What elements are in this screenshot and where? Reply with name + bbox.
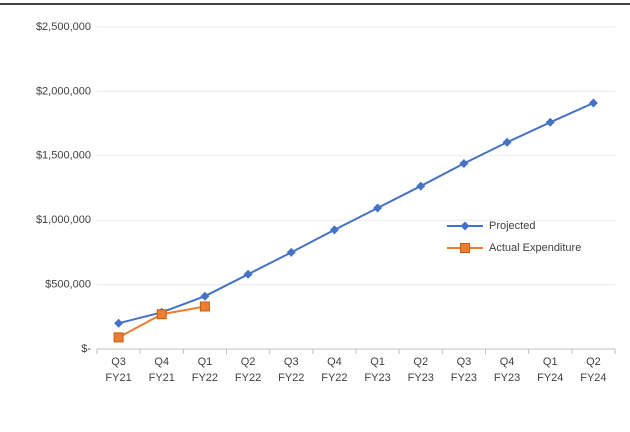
data-point <box>243 269 253 279</box>
legend-label: Projected <box>489 220 535 232</box>
data-point <box>286 247 296 257</box>
series-line <box>118 102 594 325</box>
x-tick-label: Q3 FY21 <box>105 356 132 384</box>
legend-label: Actual Expenditure <box>489 242 581 254</box>
x-tick-label: Q2 FY23 <box>407 356 434 384</box>
data-point <box>199 301 210 312</box>
data-point <box>114 318 124 328</box>
data-point <box>200 291 210 301</box>
legend-marker <box>460 221 470 231</box>
x-tick-label: Q4 FY21 <box>148 356 175 384</box>
y-tick-label: $500,000 <box>45 279 91 291</box>
x-tick-label: Q1 FY24 <box>537 356 564 384</box>
data-point <box>156 309 167 320</box>
x-tick-label: Q4 FY23 <box>493 356 521 384</box>
data-point <box>373 203 383 213</box>
data-point <box>502 137 512 147</box>
data-point <box>545 117 555 127</box>
x-tick-label: Q4 FY22 <box>321 356 348 384</box>
x-tick-label: Q2 FY24 <box>580 356 607 384</box>
data-point <box>416 181 426 191</box>
x-tick-label: Q2 FY22 <box>234 356 262 384</box>
y-tick-label: $1,500,000 <box>36 150 91 162</box>
x-tick-label: Q1 FY22 <box>191 356 219 384</box>
data-point <box>113 332 124 343</box>
y-tick-label: $2,000,000 <box>36 85 91 97</box>
y-tick-label: $- <box>81 343 91 355</box>
x-tick-label: Q3 FY22 <box>278 356 305 384</box>
data-point <box>459 159 469 169</box>
data-point <box>329 225 339 235</box>
legend-marker <box>460 243 470 253</box>
data-point <box>588 98 598 108</box>
y-tick-label: $1,000,000 <box>36 214 91 226</box>
y-tick-label: $2,500,000 <box>36 21 91 33</box>
x-tick-label: Q3 FY23 <box>450 356 478 384</box>
x-tick-label: Q1 FY23 <box>364 356 391 384</box>
